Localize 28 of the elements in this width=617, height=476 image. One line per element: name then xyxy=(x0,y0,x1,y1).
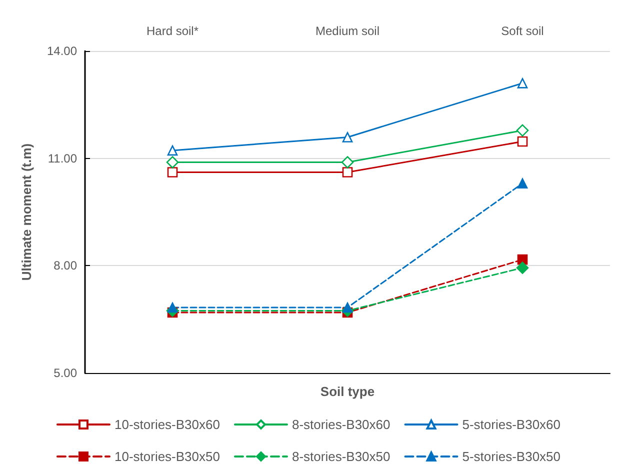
x-axis-title: Soil type xyxy=(320,384,375,399)
point xyxy=(166,156,179,168)
point xyxy=(517,136,528,147)
point xyxy=(342,302,353,313)
legend-label: 8-stories-B30x60 xyxy=(292,417,390,432)
y-axis-title: Ultimate moment (t.m) xyxy=(19,143,34,281)
x-tick-label: Medium soil xyxy=(315,24,380,38)
y-tick-label: 14.00 xyxy=(46,44,78,58)
point xyxy=(517,78,528,88)
y-tick-label: 8.00 xyxy=(54,258,78,273)
point xyxy=(516,262,529,274)
x-tick-label: Hard soil* xyxy=(146,24,199,38)
legend-label: 10-stories-B30x50 xyxy=(114,449,220,464)
point xyxy=(167,167,178,178)
legend-label: 5-stories-B30x50 xyxy=(462,449,561,464)
point xyxy=(167,302,178,313)
legend-label: 5-stories-B30x60 xyxy=(462,417,561,432)
point xyxy=(167,145,178,156)
x-tick-label: Soft soil xyxy=(501,24,544,38)
legend-label: 8-stories-B30x50 xyxy=(292,449,390,464)
point xyxy=(342,167,353,178)
point xyxy=(517,178,528,189)
y-tick-label: 5.00 xyxy=(54,366,78,380)
legend-label: 10-stories-B30x60 xyxy=(114,417,220,432)
point xyxy=(516,124,529,137)
point xyxy=(342,132,353,142)
y-tick-label: 11.00 xyxy=(48,151,78,166)
point xyxy=(341,156,354,168)
